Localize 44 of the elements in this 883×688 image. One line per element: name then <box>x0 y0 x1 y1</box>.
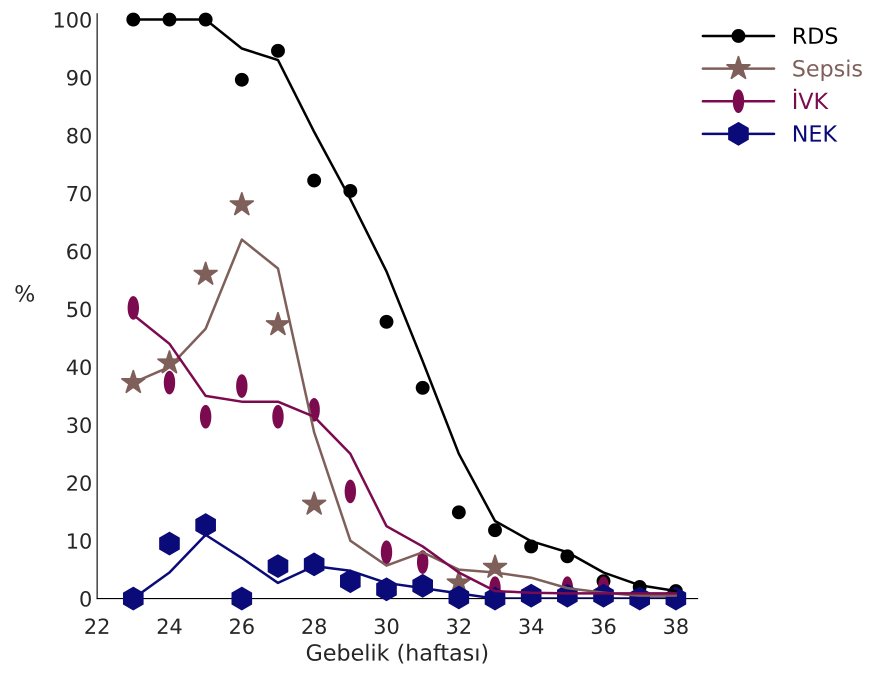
x-axis-title: Gebelik (haftası) <box>306 644 488 664</box>
point <box>195 513 216 537</box>
point <box>122 586 144 610</box>
point <box>271 44 285 58</box>
x-tick-label: 30 <box>374 618 398 634</box>
legend-label: İVK <box>794 88 829 109</box>
y-tick-label: 50 <box>67 302 91 318</box>
y-tick-label: 90 <box>67 70 91 86</box>
legend-label: RDS <box>794 27 838 44</box>
y-tick-label: 10 <box>68 533 91 549</box>
point <box>452 505 466 520</box>
point <box>340 569 361 593</box>
point <box>265 311 291 336</box>
point <box>307 174 322 188</box>
point <box>193 261 218 286</box>
point <box>488 523 502 538</box>
point <box>268 554 288 578</box>
point <box>380 314 394 329</box>
x-tick-label: 38 <box>664 618 688 634</box>
y-axis-title: % <box>15 285 34 302</box>
y-tick-label: 0 <box>80 591 91 607</box>
legend-label: NEK <box>794 125 838 142</box>
y-tick-label: 60 <box>67 244 91 260</box>
point <box>234 72 249 87</box>
x-tick-label: 26 <box>230 618 254 634</box>
y-tick-label: 30 <box>67 417 91 434</box>
x-tick-label: 32 <box>447 618 470 634</box>
point <box>229 192 254 216</box>
y-tick-label: 100 <box>54 12 91 28</box>
y-tick-label: 80 <box>67 128 91 144</box>
y-tick-label: 40 <box>66 359 91 376</box>
point <box>416 380 430 395</box>
point <box>159 532 180 556</box>
y-tick-label: 70 <box>67 186 91 202</box>
legend-label: Sepsis <box>793 60 862 82</box>
x-tick-label: 28 <box>302 618 326 634</box>
point <box>302 490 327 515</box>
x-tick-label: 24 <box>158 618 182 634</box>
point <box>231 586 252 610</box>
x-tick-label: 22 <box>85 618 108 634</box>
x-tick-label: 34 <box>520 618 544 634</box>
y-tick-label: 20 <box>67 475 91 491</box>
point <box>376 577 397 602</box>
x-tick-label: 36 <box>592 618 616 634</box>
